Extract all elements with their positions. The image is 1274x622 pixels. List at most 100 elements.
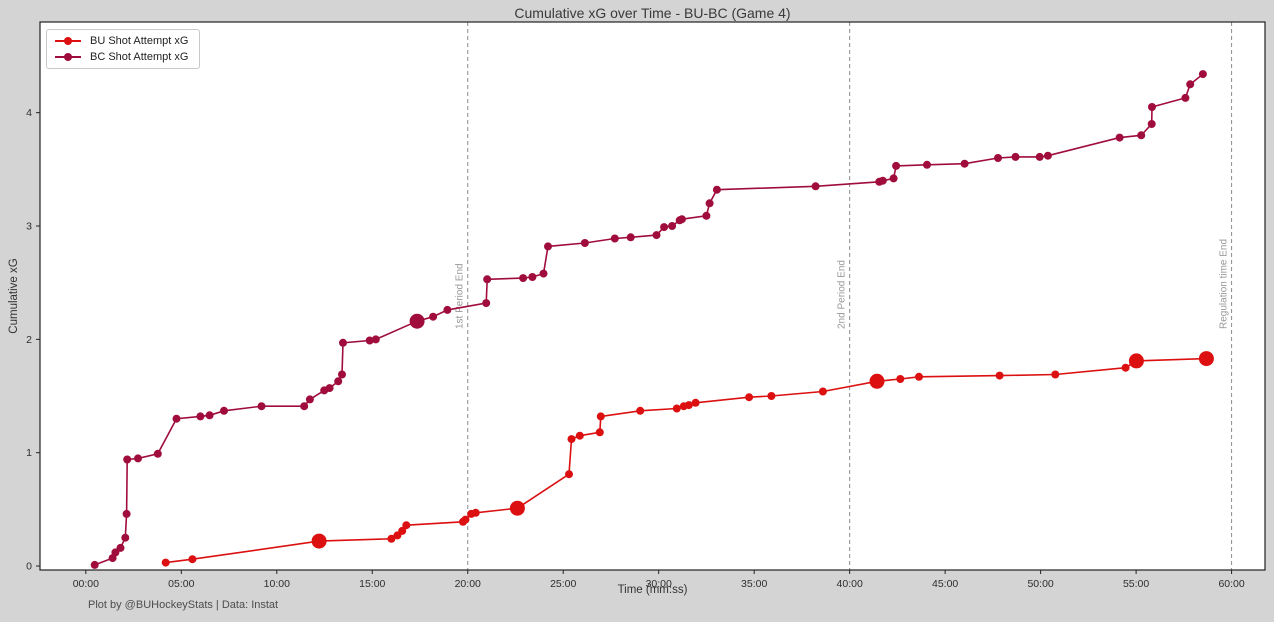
plot-border bbox=[39, 21, 1266, 571]
data-point bbox=[691, 398, 700, 407]
period-line-label: 1st Period End bbox=[455, 263, 466, 329]
data-point bbox=[220, 406, 228, 415]
data-point bbox=[471, 508, 480, 517]
data-point bbox=[668, 222, 677, 230]
bc-series-dot-icon bbox=[64, 53, 72, 61]
data-point bbox=[90, 560, 99, 569]
x-tick-label: 25:00 bbox=[550, 578, 576, 590]
data-point bbox=[677, 215, 686, 224]
data-point bbox=[1137, 131, 1146, 140]
data-point bbox=[595, 428, 604, 437]
data-point bbox=[123, 455, 132, 464]
data-point bbox=[387, 534, 396, 543]
x-tick-label: 30:00 bbox=[646, 578, 672, 590]
x-axis-label: Time (mm:ss) bbox=[617, 584, 688, 596]
data-point bbox=[172, 414, 181, 423]
data-point bbox=[257, 402, 266, 411]
data-point bbox=[960, 159, 969, 168]
x-tick-label: 35:00 bbox=[741, 578, 767, 590]
data-point bbox=[652, 231, 661, 240]
data-point bbox=[311, 533, 327, 549]
data-point bbox=[575, 431, 584, 440]
x-tick-label: 10:00 bbox=[264, 578, 290, 590]
data-point bbox=[892, 161, 901, 170]
data-point bbox=[409, 313, 425, 329]
data-point bbox=[482, 299, 491, 308]
bu-series-dot-icon bbox=[64, 37, 72, 45]
x-tick-label: 40:00 bbox=[837, 578, 863, 590]
data-point bbox=[896, 375, 905, 383]
bc-series-swatch-icon bbox=[55, 53, 81, 61]
x-tick-label: 05:00 bbox=[168, 578, 194, 590]
data-point bbox=[1181, 93, 1190, 102]
legend-entry-bc: BC Shot Attempt xG bbox=[55, 51, 188, 63]
data-point bbox=[1148, 103, 1156, 111]
data-point bbox=[205, 411, 214, 420]
data-point bbox=[1147, 120, 1156, 128]
data-point bbox=[596, 412, 605, 421]
data-point bbox=[1011, 152, 1020, 161]
data-point bbox=[509, 500, 525, 516]
y-tick-label: 0 bbox=[26, 561, 32, 573]
data-point bbox=[1198, 70, 1207, 79]
y-tick-label: 1 bbox=[26, 447, 32, 459]
y-axis-label: Cumulative xG bbox=[8, 258, 20, 334]
data-point bbox=[300, 402, 309, 411]
data-point bbox=[519, 274, 528, 283]
data-point bbox=[122, 509, 131, 518]
data-point bbox=[398, 526, 407, 535]
data-point bbox=[121, 533, 130, 542]
data-point bbox=[443, 305, 452, 314]
data-point bbox=[745, 393, 754, 402]
x-tick-label: 50:00 bbox=[1027, 578, 1053, 590]
bu-series-swatch-icon bbox=[55, 37, 81, 45]
data-point bbox=[153, 449, 162, 458]
x-tick-label: 55:00 bbox=[1123, 578, 1149, 590]
data-point bbox=[1128, 353, 1144, 369]
data-point bbox=[371, 335, 380, 344]
data-point bbox=[636, 406, 645, 415]
data-point bbox=[134, 454, 142, 463]
legend-entry-bu: BU Shot Attempt xG bbox=[55, 35, 188, 47]
data-point bbox=[580, 239, 589, 247]
data-point bbox=[188, 555, 197, 564]
data-point bbox=[889, 174, 898, 183]
x-tick-label: 15:00 bbox=[359, 578, 385, 590]
data-point bbox=[429, 312, 438, 321]
data-point bbox=[1121, 363, 1130, 372]
data-point bbox=[339, 338, 347, 347]
data-point bbox=[712, 185, 721, 194]
data-point bbox=[610, 234, 619, 243]
data-point bbox=[915, 372, 923, 381]
data-point bbox=[660, 223, 669, 232]
data-point bbox=[1043, 151, 1052, 160]
data-point bbox=[684, 401, 693, 410]
x-tick-label: 00:00 bbox=[73, 578, 99, 590]
data-point bbox=[811, 182, 820, 191]
caption: Plot by @BUHockeyStats | Data: Instat bbox=[88, 599, 279, 611]
data-point bbox=[528, 273, 537, 281]
data-point bbox=[161, 558, 170, 567]
data-point bbox=[325, 384, 334, 393]
data-point bbox=[565, 470, 573, 479]
y-tick-label: 3 bbox=[26, 221, 32, 233]
data-point bbox=[878, 176, 887, 185]
data-point bbox=[539, 269, 548, 278]
data-point bbox=[544, 242, 552, 251]
data-point bbox=[818, 387, 827, 396]
period-line-label: Regulation time End bbox=[1219, 239, 1230, 329]
plot-background bbox=[40, 22, 1265, 570]
data-point bbox=[672, 404, 681, 413]
data-point bbox=[1035, 152, 1044, 161]
data-point bbox=[995, 371, 1004, 380]
y-tick-label: 4 bbox=[26, 107, 32, 119]
data-point bbox=[567, 435, 576, 444]
data-point bbox=[626, 233, 635, 242]
data-point bbox=[923, 160, 931, 169]
data-point bbox=[869, 373, 885, 389]
data-point bbox=[483, 275, 492, 284]
data-point bbox=[1186, 80, 1195, 89]
data-point bbox=[994, 154, 1002, 162]
